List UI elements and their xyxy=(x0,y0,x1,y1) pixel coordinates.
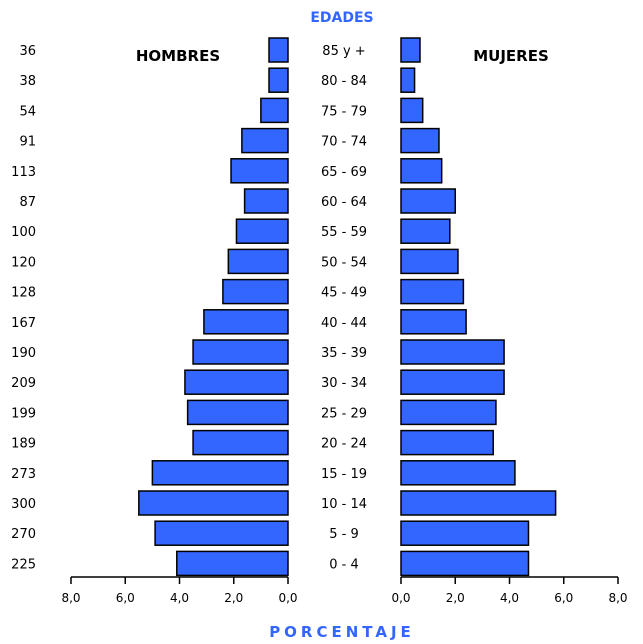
bar-hombres xyxy=(230,158,289,184)
left-series-label: HOMBRES xyxy=(136,47,220,65)
bar-hombres xyxy=(227,248,289,275)
age-group-label: 10 - 14 xyxy=(321,497,367,512)
age-group-label: 50 - 54 xyxy=(321,255,367,270)
right-tick-label: 4,0 xyxy=(500,591,519,605)
bar-hombres xyxy=(235,218,289,244)
bar-hombres xyxy=(176,550,289,577)
bar-mujeres xyxy=(400,399,497,426)
bar-mujeres xyxy=(400,127,440,154)
bar-hombres xyxy=(186,399,289,426)
age-group-label: 40 - 44 xyxy=(321,316,367,331)
left-tick-label: 4,0 xyxy=(170,591,189,605)
bar-hombres xyxy=(192,429,289,456)
left-tick-label: 2,0 xyxy=(224,591,243,605)
age-group-label: 65 - 69 xyxy=(321,165,367,180)
bar-mujeres xyxy=(400,550,530,577)
bar-hombres xyxy=(192,339,289,365)
age-group-label: 80 - 84 xyxy=(321,74,367,89)
right-tick-label: 2,0 xyxy=(446,591,465,605)
x-axis-label: PORCENTAJE xyxy=(269,623,415,641)
age-group-label: 70 - 74 xyxy=(321,135,367,150)
bar-mujeres xyxy=(400,520,530,546)
age-group-label: 75 - 79 xyxy=(321,104,367,119)
right-tick-label: 8,0 xyxy=(608,591,627,605)
age-group-label: 35 - 39 xyxy=(321,346,367,361)
left-count-label: 113 xyxy=(11,165,36,180)
left-count-label: 38 xyxy=(19,74,36,89)
right-series-label: MUJERES xyxy=(473,47,549,65)
bar-mujeres xyxy=(400,429,494,456)
bar-hombres xyxy=(203,309,289,335)
bar-mujeres xyxy=(400,309,467,335)
left-count-label: 225 xyxy=(11,557,36,572)
left-count-label: 273 xyxy=(11,467,36,482)
age-group-label: 20 - 24 xyxy=(321,437,367,452)
age-group-label: 25 - 29 xyxy=(321,406,367,421)
bar-mujeres xyxy=(400,248,459,275)
bar-mujeres xyxy=(400,369,505,395)
bar-mujeres xyxy=(400,67,416,93)
right-tick-label: 6,0 xyxy=(554,591,573,605)
left-tick-label: 6,0 xyxy=(116,591,135,605)
left-count-label: 167 xyxy=(11,316,36,331)
age-group-label: 60 - 64 xyxy=(321,195,367,210)
left-count-label: 100 xyxy=(11,225,36,240)
left-count-label: 87 xyxy=(19,195,36,210)
left-count-label: 128 xyxy=(11,286,36,301)
ticks-group: 8,0 6,0 4,0 2,0 0,0 0,0 2,0 4,0 6,0 8,0 xyxy=(61,577,628,605)
age-group-label: 5 - 9 xyxy=(329,527,359,542)
age-group-label: 30 - 34 xyxy=(321,376,367,391)
left-count-label: 199 xyxy=(11,406,36,421)
bar-mujeres xyxy=(400,158,443,184)
left-count-label: 300 xyxy=(11,497,36,512)
bar-hombres xyxy=(151,460,289,486)
left-count-label: 120 xyxy=(11,255,36,270)
bar-mujeres xyxy=(400,339,505,365)
bar-hombres xyxy=(260,97,289,124)
right-tick-label: 0,0 xyxy=(391,591,410,605)
bar-hombres xyxy=(222,278,289,305)
bars-group xyxy=(138,37,557,577)
bar-mujeres xyxy=(400,37,421,63)
left-count-label: 91 xyxy=(19,135,36,150)
age-group-label: 55 - 59 xyxy=(321,225,367,240)
left-count-label: 36 xyxy=(19,44,36,59)
left-tick-label: 0,0 xyxy=(278,591,297,605)
bar-hombres xyxy=(138,490,289,516)
left-count-label: 270 xyxy=(11,527,36,542)
bar-mujeres xyxy=(400,188,456,214)
bar-hombres xyxy=(241,127,289,154)
bar-hombres xyxy=(154,520,289,546)
bar-mujeres xyxy=(400,218,451,244)
left-count-label: 189 xyxy=(11,437,36,452)
age-group-label: 45 - 49 xyxy=(321,286,367,301)
labels-group: 85 y + 36 80 - 84 38 75 - 79 54 70 - 74 91 65 - … xyxy=(11,44,367,572)
age-group-label: 85 y + xyxy=(322,44,365,59)
bar-hombres xyxy=(268,67,289,93)
bar-mujeres xyxy=(400,278,465,305)
bar-mujeres xyxy=(400,490,557,516)
left-count-label: 209 xyxy=(11,376,36,391)
left-count-label: 190 xyxy=(11,346,36,361)
bar-hombres xyxy=(184,369,289,395)
bar-mujeres xyxy=(400,97,424,124)
bar-hombres xyxy=(268,37,289,63)
age-group-label: 15 - 19 xyxy=(321,467,367,482)
bar-mujeres xyxy=(400,460,516,486)
left-count-label: 54 xyxy=(19,104,36,119)
bar-hombres xyxy=(243,188,289,214)
left-tick-label: 8,0 xyxy=(61,591,80,605)
chart-title: EDADES xyxy=(310,10,373,26)
age-group-label: 0 - 4 xyxy=(329,557,359,572)
